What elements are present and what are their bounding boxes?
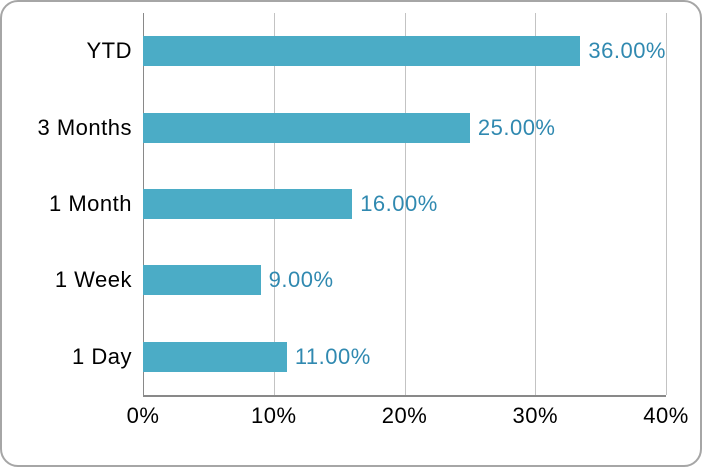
category-label: 1 Week [54, 267, 132, 293]
bar[interactable] [143, 265, 261, 296]
bar-rows: YTD 36.00% 3 Months 25.00% 1 Month 16.00… [38, 13, 666, 395]
bar-row: 1 Day 11.00% [72, 319, 666, 395]
bar[interactable] [143, 189, 353, 220]
x-axis-tick-label: 20% [381, 403, 428, 428]
data-label: 9.00% [268, 267, 334, 293]
category-label: 1 Month [49, 191, 132, 217]
bar-row: 1 Month 16.00% [49, 166, 666, 242]
gridline [535, 13, 537, 395]
bar-row: 3 Months 25.00% [38, 89, 666, 165]
category-label: 3 Months [37, 114, 132, 140]
x-axis-tick-label: 0% [126, 403, 160, 428]
x-axis-tick-label: 10% [250, 403, 297, 428]
data-label: 36.00% [588, 38, 666, 64]
bar[interactable] [143, 112, 470, 143]
bar-row: 1 Week 9.00% [55, 242, 666, 318]
data-label: 25.00% [477, 114, 556, 140]
bar-row: YTD 36.00% [87, 13, 666, 89]
x-axis-tick-label: 40% [643, 403, 689, 428]
category-label: 1 Day [72, 343, 132, 369]
data-label: 16.00% [360, 191, 438, 217]
x-axis-tick-label: 30% [512, 403, 559, 428]
bar[interactable] [143, 36, 581, 67]
data-label: 11.00% [294, 343, 371, 369]
plot-area: YTD 36.00% 3 Months 25.00% 1 Month 16.00… [38, 13, 667, 397]
gridline [666, 13, 667, 395]
x-axis: 0% 10% 20% 30% 40% [127, 403, 689, 435]
category-label: YTD [86, 38, 132, 64]
bar[interactable] [143, 341, 287, 372]
gridline [404, 13, 406, 395]
